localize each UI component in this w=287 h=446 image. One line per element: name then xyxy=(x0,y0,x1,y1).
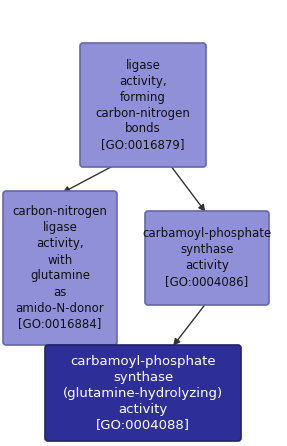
FancyBboxPatch shape xyxy=(145,211,269,305)
FancyBboxPatch shape xyxy=(80,43,206,167)
FancyBboxPatch shape xyxy=(45,345,241,441)
Text: ligase
activity,
forming
carbon-nitrogen
bonds
[GO:0016879]: ligase activity, forming carbon-nitrogen… xyxy=(96,58,191,152)
Text: carbamoyl-phosphate
synthase
activity
[GO:0004086]: carbamoyl-phosphate synthase activity [G… xyxy=(142,227,272,289)
Text: carbamoyl-phosphate
synthase
(glutamine-hydrolyzing)
activity
[GO:0004088]: carbamoyl-phosphate synthase (glutamine-… xyxy=(63,355,223,431)
Text: carbon-nitrogen
ligase
activity,
with
glutamine
as
amido-N-donor
[GO:0016884]: carbon-nitrogen ligase activity, with gl… xyxy=(13,206,107,330)
FancyBboxPatch shape xyxy=(3,191,117,345)
